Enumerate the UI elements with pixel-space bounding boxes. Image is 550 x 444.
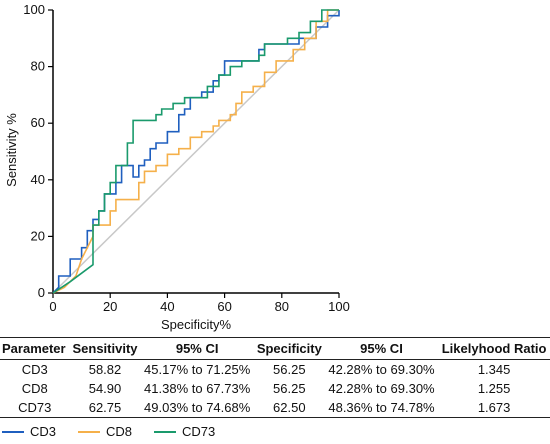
cell-ci-specificity: 48.36% to 74.78%	[324, 398, 439, 418]
cell-likelihood-ratio: 1.673	[438, 398, 550, 418]
cell-likelihood-ratio: 1.345	[477, 362, 511, 377]
legend-swatch-cd3	[2, 430, 24, 433]
x-tick-label: 60	[217, 299, 231, 314]
cell-parameter: CD73	[0, 398, 70, 418]
y-tick-label: 60	[31, 115, 45, 130]
cell-parameter: CD3	[21, 362, 48, 377]
legend-item-cd3: CD3	[2, 424, 56, 439]
cell-specificity: 56.25	[273, 362, 306, 377]
header-ci-sensitivity: 95% CI	[140, 337, 254, 360]
reference-diagonal-line	[52, 9, 340, 294]
y-tick-label: 40	[31, 172, 45, 187]
x-tick-label: 100	[328, 299, 350, 314]
y-axis-title: Sensitivity %	[4, 113, 19, 187]
cell-ci-sensitivity: 41.38% to 67.73%	[144, 381, 251, 396]
header-sensitivity: Sensitivity	[69, 337, 141, 360]
header-parameter: Parameter	[0, 337, 70, 360]
stats-table: Parameter Sensitivity 95% CI Specificity…	[0, 337, 550, 418]
cell-likelihood-ratio: 1.255	[477, 381, 511, 396]
cell-specificity: 62.50	[253, 398, 325, 418]
cell-specificity: 56.25	[273, 381, 306, 396]
x-axis-title: Specificity%	[161, 317, 232, 332]
header-specificity: Specificity	[253, 337, 325, 360]
cell-parameter: CD8	[21, 381, 48, 396]
series-line-cd8	[52, 9, 339, 294]
legend-label-cd3: CD3	[30, 424, 57, 439]
header-ci-specificity: 95% CI	[324, 337, 439, 360]
y-tick-label: 20	[31, 228, 45, 243]
table-row: CD73 62.75 49.03% to 74.68% 62.50 48.36%…	[0, 398, 550, 418]
roc-chart: 0 20 40 60 80 100 0 20 40 60 80 100 Specificity% Se…	[4, 2, 350, 332]
x-tick-label: 80	[275, 299, 289, 314]
legend-item-cd73: CD73	[154, 424, 215, 439]
legend-swatch-cd8	[78, 430, 101, 433]
legend-label-cd8: CD8	[106, 424, 133, 439]
legend-label-cd73: CD73	[182, 424, 216, 439]
cell-sensitivity: 54.90	[88, 381, 122, 396]
cell-ci-sensitivity: 45.17% to 71.25%	[144, 362, 251, 377]
y-tick-label: 80	[31, 59, 45, 74]
table-row: CD3 58.82 45.17% to 71.25% 56.25 42.28% …	[0, 360, 550, 380]
legend-swatch-cd73	[154, 430, 177, 433]
x-tick-label: 40	[160, 299, 174, 314]
cell-sensitivity: 58.82	[88, 362, 122, 377]
y-tick-label: 100	[23, 2, 45, 17]
cell-sensitivity: 62.75	[69, 398, 141, 418]
header-likelihood-ratio: Likelyhood Ratio	[438, 337, 550, 360]
x-tick-label: 20	[103, 299, 117, 314]
plot-area: 0 20 40 60 80 100 0 20 40 60 80 100	[23, 2, 350, 314]
cell-ci-sensitivity: 49.03% to 74.68%	[140, 398, 254, 418]
series-line-cd73	[52, 9, 339, 294]
legend-item-cd8: CD8	[78, 424, 132, 439]
table-row: CD8 54.90 41.38% to 67.73% 56.25 42.28% …	[0, 379, 550, 398]
y-tick-label: 0	[38, 285, 45, 300]
cell-ci-specificity: 42.28% to 69.30%	[328, 362, 435, 377]
table-header-row: Parameter Sensitivity 95% CI Specificity…	[0, 337, 550, 360]
stats-table-container: Parameter Sensitivity 95% CI Specificity…	[0, 337, 550, 418]
x-tick-label: 0	[49, 299, 56, 314]
cell-ci-specificity: 42.28% to 69.30%	[328, 381, 435, 396]
legend: CD3 CD8 CD73	[2, 424, 237, 439]
